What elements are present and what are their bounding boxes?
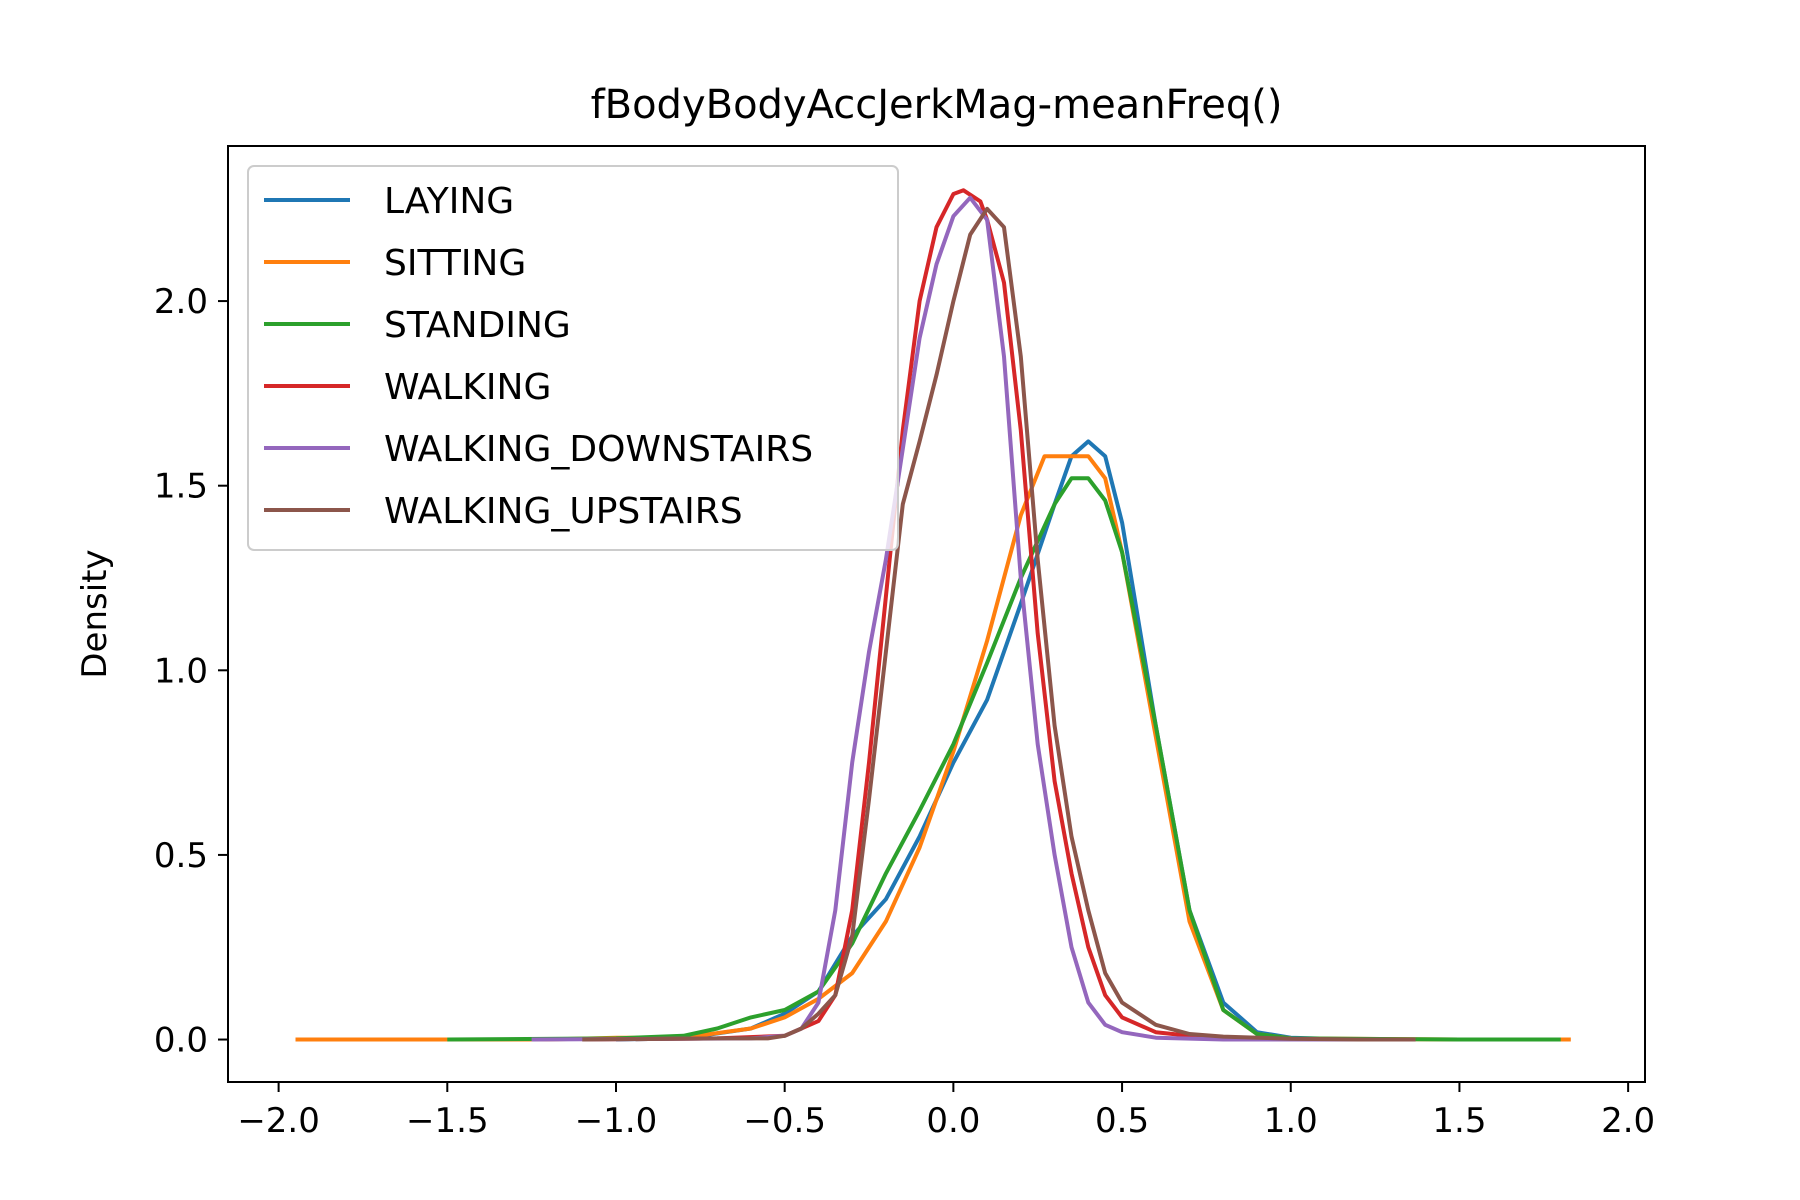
x-tick-label: 1.0: [1264, 1101, 1318, 1141]
x-tick-label: −1.5: [406, 1101, 489, 1141]
series-line-walking-downstairs: [531, 195, 1392, 1042]
x-tick-label: 0.0: [926, 1101, 980, 1141]
legend-label: LAYING: [384, 181, 514, 222]
x-tick-label: −0.5: [743, 1101, 826, 1141]
legend-label: WALKING_UPSTAIRS: [384, 491, 743, 532]
x-tick-label: 1.5: [1432, 1101, 1486, 1141]
legend-label: STANDING: [384, 305, 571, 346]
y-tick-label: 0.0: [154, 1021, 208, 1061]
legend-label: WALKING: [384, 367, 551, 408]
x-tick-label: −2.0: [237, 1101, 320, 1141]
legend-label: WALKING_DOWNSTAIRS: [384, 429, 813, 470]
plot-lines: [295, 188, 1571, 1042]
legend: LAYING SITTING STANDING WALKING WALKING_DOWN…: [247, 165, 899, 551]
y-tick-label: 1.0: [154, 651, 208, 691]
legend-label: SITTING: [384, 243, 526, 284]
y-axis: 0.0 0.5 1.0 1.5 2.0: [154, 282, 228, 1061]
x-axis: −2.0 −1.5 −1.0 −0.5 0.0 0.5 1.0 1.5 2.0: [237, 1082, 1655, 1141]
x-tick-label: 0.5: [1095, 1101, 1149, 1141]
series-line-walking-upstairs: [582, 206, 1416, 1042]
series-line-standing: [447, 476, 1561, 1042]
y-tick-label: 2.0: [154, 282, 208, 322]
y-tick-label: 1.5: [154, 467, 208, 507]
chart-title: fBodyBodyAccJerkMag-meanFreq(): [591, 82, 1283, 128]
legend-frame: [247, 165, 899, 551]
y-axis-label: Density: [75, 549, 115, 678]
axes-frame: [227, 145, 1646, 1083]
x-tick-label: −1.0: [575, 1101, 658, 1141]
x-tick-label: 2.0: [1601, 1101, 1655, 1141]
y-tick-label: 0.5: [154, 836, 208, 876]
